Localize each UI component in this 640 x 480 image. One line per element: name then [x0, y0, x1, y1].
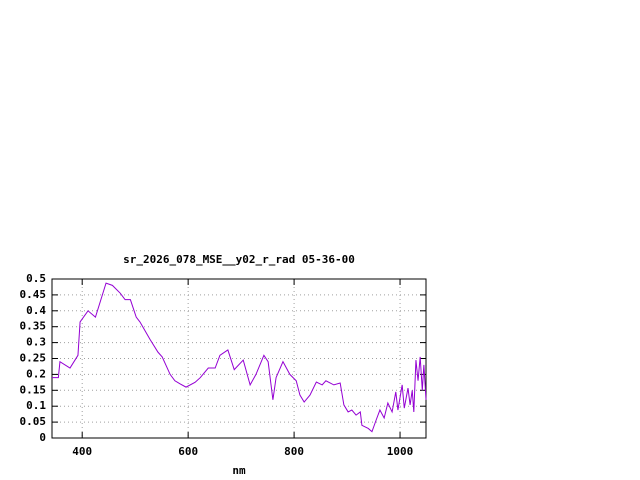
y-tick-label: 0.15: [20, 383, 47, 396]
x-axis-label: nm: [232, 464, 246, 477]
chart-title: sr_2026_078_MSE__y02_r_rad 05-36-00: [123, 253, 355, 266]
x-tick-label: 1000: [387, 445, 414, 458]
y-tick-label: 0.45: [20, 288, 47, 301]
y-tick-label: 0.25: [20, 352, 47, 365]
x-tick-label: 600: [178, 445, 198, 458]
data-line: [52, 282, 427, 433]
y-tick-label: 0.3: [26, 336, 46, 349]
y-tick-label: 0.4: [26, 304, 46, 317]
y-tick-label: 0.5: [26, 272, 46, 285]
plot-border: [51, 278, 427, 439]
x-tick-label: 800: [284, 445, 304, 458]
y-tick-label: 0.1: [26, 399, 46, 412]
y-tick-label: 0.2: [26, 367, 46, 380]
y-tick-label: 0.05: [20, 415, 47, 428]
x-tick-label: 400: [72, 445, 92, 458]
y-tick-label: 0: [39, 431, 46, 444]
y-tick-label: 0.35: [20, 320, 47, 333]
